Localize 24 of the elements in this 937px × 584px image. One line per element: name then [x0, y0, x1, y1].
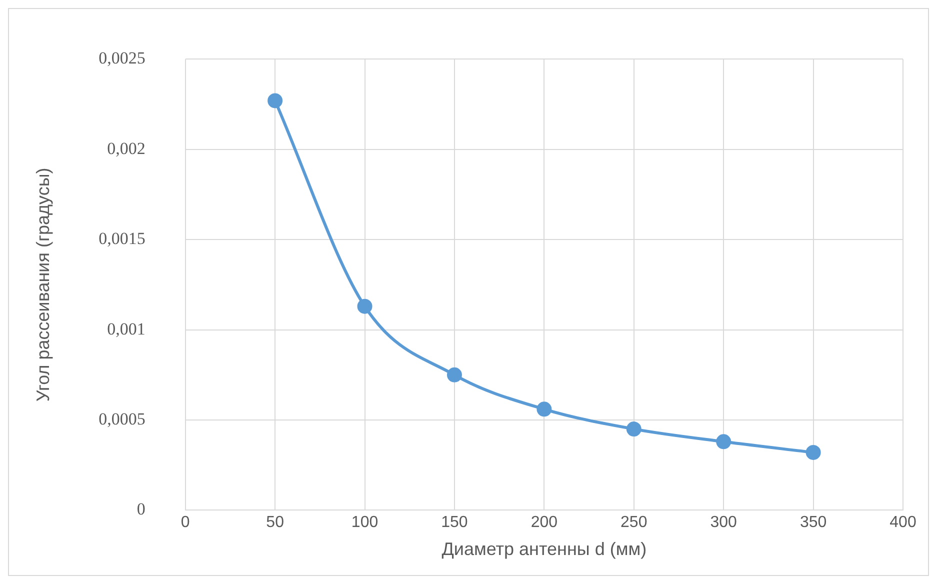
point	[446, 367, 462, 382]
point	[536, 402, 552, 417]
y-tick-label: 0,0005	[98, 409, 146, 428]
y-axis-title: Угол рассеивания (градусы)	[32, 168, 53, 402]
x-axis-title: Диаметр антенны d (мм)	[442, 539, 647, 560]
x-tick-label: 150	[441, 514, 468, 532]
y-tick-label: 0	[136, 500, 146, 519]
x-tick-label: 250	[620, 514, 648, 532]
x-tick-label: 350	[800, 514, 827, 532]
y-tick-label: 0,001	[107, 319, 146, 338]
point	[716, 434, 732, 450]
x-tick-label: 50	[266, 514, 284, 532]
x-tick-label: 200	[530, 514, 558, 532]
x-tick-label: 300	[710, 514, 738, 532]
y-tick-label: 0,0025	[98, 48, 146, 68]
x-tick-label: 0	[180, 514, 190, 532]
x-tick-label: 100	[351, 514, 378, 532]
point	[357, 298, 372, 314]
point	[268, 93, 283, 108]
y-tick-label: 0,0015	[98, 229, 146, 248]
y-tick-label: 0,002	[107, 138, 146, 158]
x-tick-label: 400	[890, 514, 916, 532]
point	[806, 444, 821, 460]
point	[626, 422, 642, 437]
